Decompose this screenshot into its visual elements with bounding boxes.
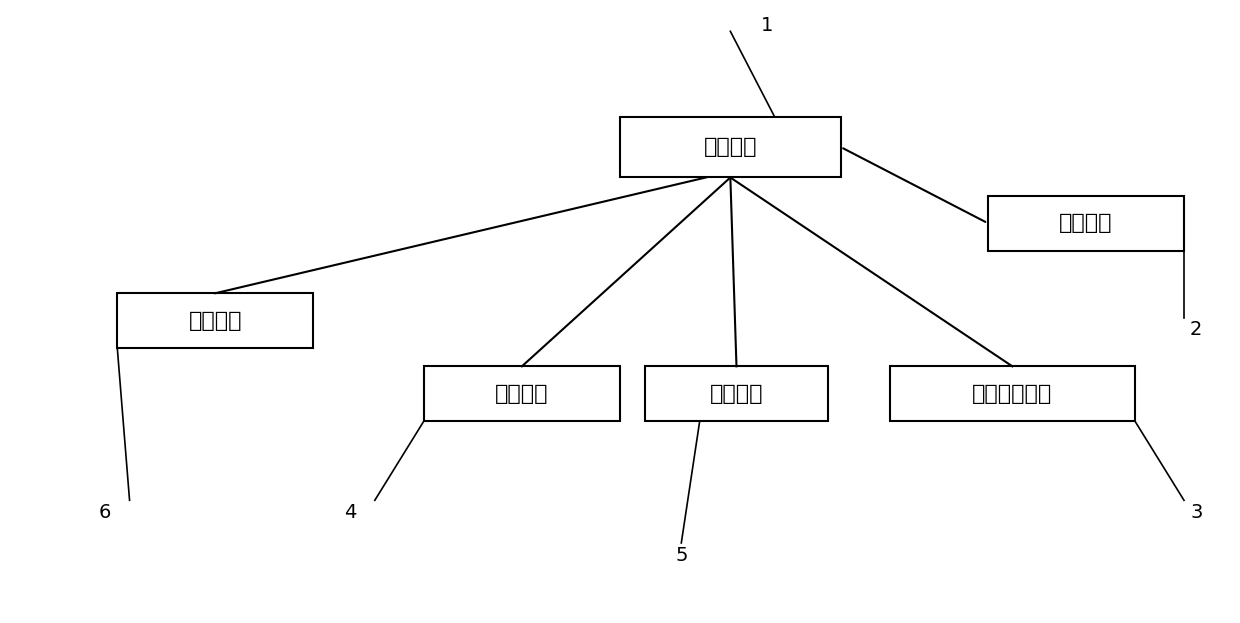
FancyBboxPatch shape [645,366,828,421]
Text: 6: 6 [99,503,112,522]
Text: 剔除装置: 剔除装置 [188,311,242,331]
Text: 传送装置: 传送装置 [1059,213,1112,233]
Text: 2: 2 [1190,320,1203,340]
FancyBboxPatch shape [620,117,841,178]
Text: 检测装置: 检测装置 [709,384,764,404]
FancyBboxPatch shape [118,293,314,348]
FancyBboxPatch shape [988,196,1184,250]
Text: 3: 3 [1190,503,1203,522]
Text: 图像采集装置: 图像采集装置 [972,384,1053,404]
Text: 1: 1 [761,16,774,35]
FancyBboxPatch shape [890,366,1135,421]
Text: 5: 5 [675,546,687,564]
Text: 上料装置: 上料装置 [495,384,548,404]
Text: 4: 4 [343,503,356,522]
Text: 控制装置: 控制装置 [703,137,758,157]
FancyBboxPatch shape [424,366,620,421]
